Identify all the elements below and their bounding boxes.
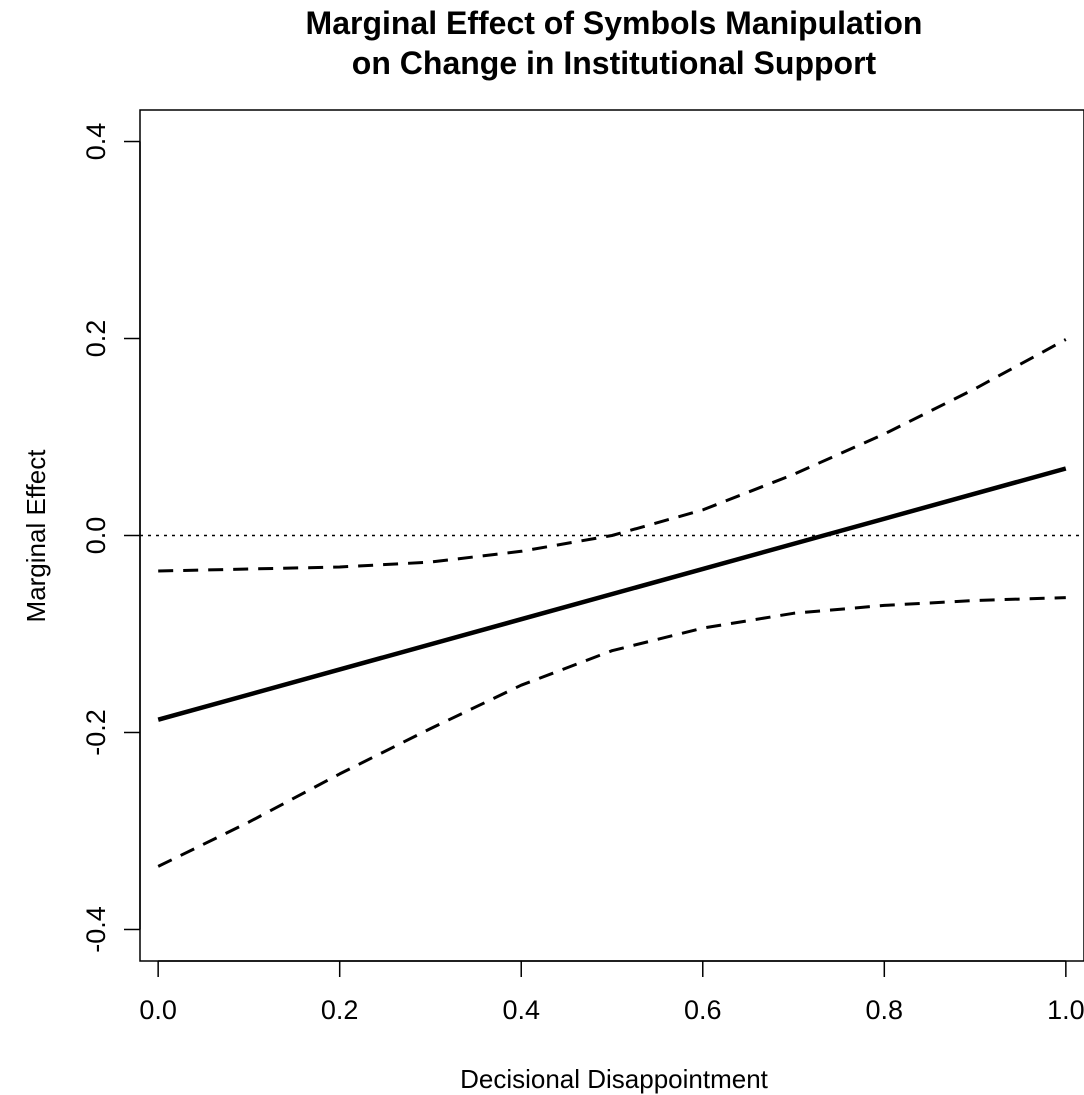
y-tick-label: 0.2 bbox=[81, 320, 111, 358]
y-axis-label: Marginal Effect bbox=[21, 449, 51, 623]
x-tick-label: 0.8 bbox=[866, 995, 904, 1025]
y-tick-label: -0.4 bbox=[81, 906, 111, 953]
x-axis-label: Decisional Disappointment bbox=[460, 1064, 769, 1094]
marginal-effect-line bbox=[157, 466, 1067, 722]
upper-confidence-bound-line bbox=[158, 338, 1067, 573]
chart-marks: 0.0 0.2 0.4 0.6 0.8 1.0 -0.4 -0.2 0.0 0.2 0.4 bbox=[81, 123, 1084, 1025]
y-tick-label: 0.0 bbox=[81, 517, 111, 555]
lower-confidence-bound-line bbox=[157, 596, 1066, 868]
y-tick-label: -0.2 bbox=[81, 709, 111, 756]
x-tick-label: 1.0 bbox=[1047, 995, 1084, 1025]
x-tick-label: 0.0 bbox=[139, 995, 177, 1025]
chart-title-line-1: Marginal Effect of Symbols Manipulation bbox=[306, 5, 923, 41]
x-tick-label: 0.4 bbox=[502, 995, 540, 1025]
chart-title-line-2: on Change in Institutional Support bbox=[352, 45, 877, 81]
y-tick-label: 0.4 bbox=[81, 123, 111, 161]
x-tick-label: 0.6 bbox=[684, 995, 722, 1025]
x-tick-label: 0.2 bbox=[321, 995, 359, 1025]
